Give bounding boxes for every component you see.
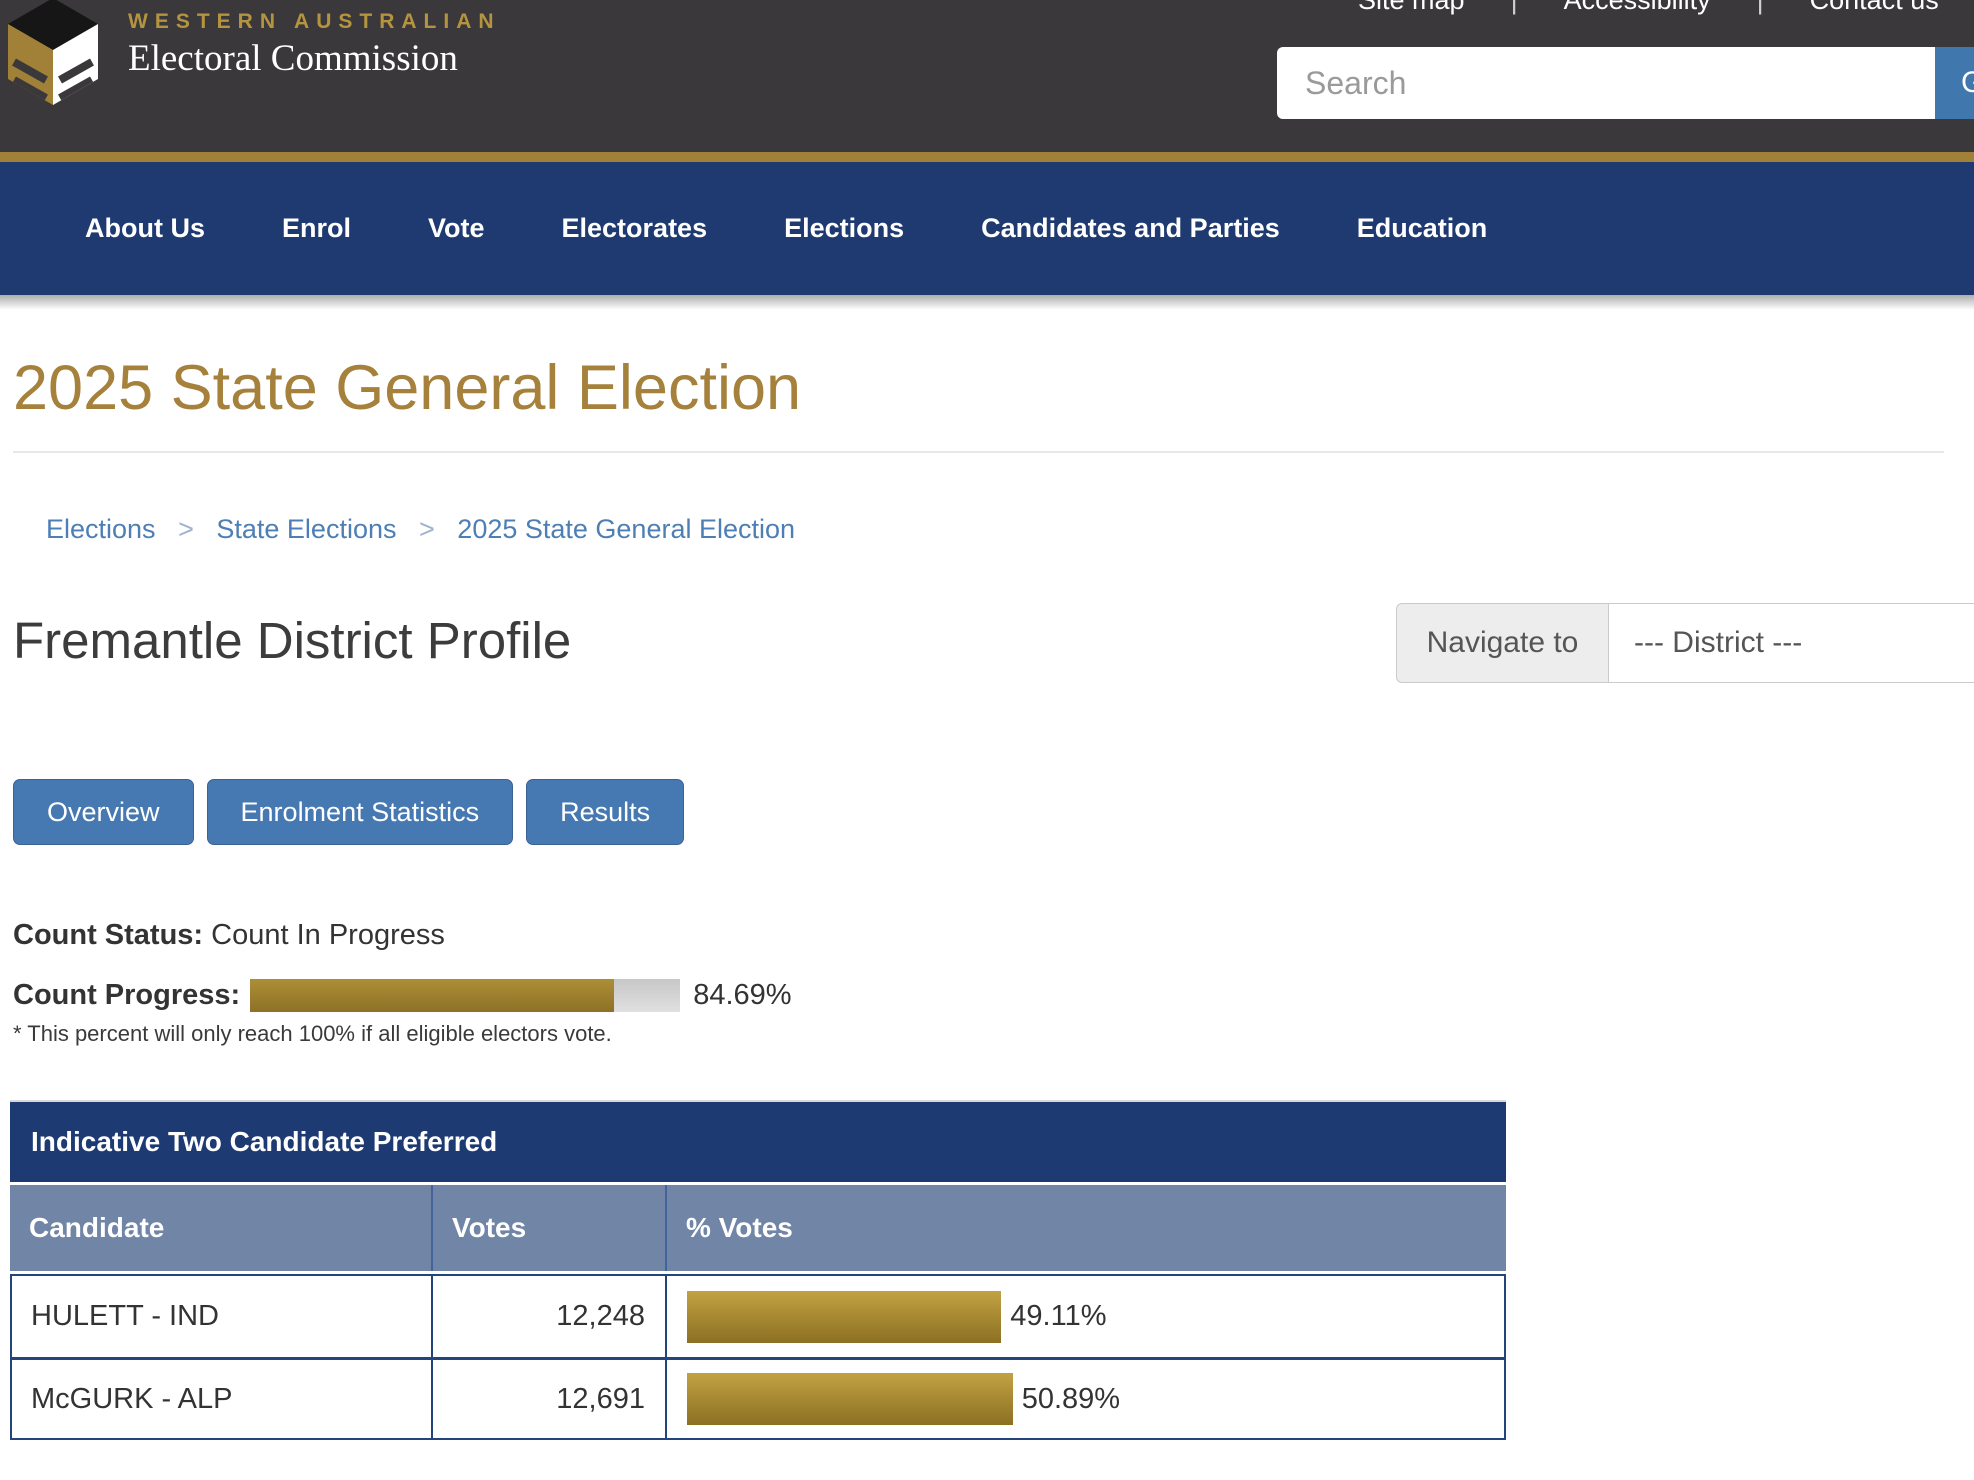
table-row: HULETT - IND 12,248 49.11% (12, 1276, 1504, 1357)
column-header-pct-votes: % Votes (686, 1212, 793, 1243)
candidate-votes: 12,691 (433, 1360, 667, 1438)
count-status-line: Count Status: Count In Progress (13, 919, 1974, 952)
table-header-row: Candidate Votes % Votes (10, 1185, 1506, 1271)
breadcrumb-2025-state-general-election[interactable]: 2025 State General Election (457, 514, 796, 544)
search-input[interactable] (1277, 47, 1935, 119)
link-divider: | (1510, 0, 1518, 15)
nav-about-us[interactable]: About Us (85, 213, 205, 243)
vote-share-percent: 50.89% (1021, 1382, 1121, 1415)
main-navigation: About Us Enrol Vote Electorates Election… (0, 162, 1974, 310)
count-progress-label: Count Progress: (13, 979, 241, 1011)
waec-ballot-box-logo (8, 0, 100, 123)
district-profile-heading: Fremantle District Profile (13, 612, 572, 669)
count-progress-percent: 84.69% (693, 979, 792, 1011)
nav-vote[interactable]: Vote (428, 213, 485, 243)
candidate-pct-cell: 50.89% (667, 1360, 1504, 1438)
profile-tabs: Overview Enrolment Statistics Results (13, 779, 1974, 845)
count-status-label: Count Status: (13, 919, 204, 951)
page-title: 2025 State General Election (13, 353, 802, 423)
district-select[interactable]: --- District --- (1609, 603, 1974, 683)
table-row: McGURK - ALP 12,691 50.89% (12, 1357, 1504, 1438)
breadcrumb-state-elections[interactable]: State Elections (216, 514, 397, 544)
nav-education[interactable]: Education (1356, 213, 1488, 243)
two-candidate-preferred-table: Indicative Two Candidate Preferred Candi… (10, 1100, 1506, 1440)
brand-line1: WESTERN AUSTRALIAN (128, 10, 501, 33)
breadcrumb: Elections > State Elections > 2025 State… (13, 514, 1974, 545)
link-contact-us[interactable]: Contact us (1809, 0, 1939, 15)
candidate-votes: 12,248 (433, 1276, 667, 1357)
page-content: 2025 State General Election Elections > … (0, 352, 1974, 1440)
link-divider: | (1756, 0, 1764, 15)
vote-share-bar (687, 1373, 1013, 1425)
count-progress-fill (250, 979, 615, 1012)
nav-candidates-and-parties[interactable]: Candidates and Parties (981, 213, 1280, 243)
gold-accent-strip (0, 152, 1974, 162)
column-header-candidate: Candidate (10, 1185, 433, 1271)
site-header: WESTERN AUSTRALIAN Electoral Commission … (0, 0, 1974, 152)
search-go-button[interactable]: Go (1935, 47, 1974, 119)
link-accessibility[interactable]: Accessibility (1563, 0, 1711, 15)
tab-results[interactable]: Results (526, 779, 685, 845)
brand-line2: Electoral Commission (128, 38, 458, 79)
count-progress-bar (250, 979, 681, 1012)
tab-enrolment-statistics[interactable]: Enrolment Statistics (206, 779, 514, 845)
district-heading-row: Fremantle District Profile Navigate to -… (13, 603, 1974, 695)
vote-share-percent: 49.11% (1010, 1300, 1107, 1332)
nav-enrol[interactable]: Enrol (281, 213, 351, 243)
count-progress-row: Count Progress: 84.69% (13, 979, 1974, 1012)
title-divider (13, 451, 1944, 453)
column-header-votes: Votes (433, 1185, 667, 1271)
search-group: Go (1277, 47, 1974, 119)
tab-overview[interactable]: Overview (13, 779, 194, 845)
brand: WESTERN AUSTRALIAN Electoral Commission (128, 10, 501, 80)
candidate-name: HULETT - IND (12, 1276, 433, 1357)
navigate-to-group: Navigate to --- District --- (1396, 603, 1974, 683)
link-site-map[interactable]: Site map (1358, 0, 1465, 15)
candidate-pct-cell: 49.11% (667, 1276, 1504, 1357)
count-status-value: Count In Progress (211, 919, 445, 951)
breadcrumb-elections[interactable]: Elections (46, 514, 156, 544)
count-progress-note: * This percent will only reach 100% if a… (13, 1021, 612, 1046)
vote-share-bar (687, 1290, 1002, 1343)
table-body: HULETT - IND 12,248 49.11% McGURK - ALP … (10, 1274, 1506, 1440)
utility-links: Site map | Accessibility | Contact us (1358, 0, 1939, 16)
candidate-name: McGURK - ALP (12, 1360, 433, 1438)
nav-electorates[interactable]: Electorates (561, 213, 708, 243)
table-caption: Indicative Two Candidate Preferred (10, 1100, 1506, 1182)
breadcrumb-separator: > (419, 514, 435, 544)
navigate-to-button[interactable]: Navigate to (1396, 603, 1609, 683)
nav-elections[interactable]: Elections (784, 213, 905, 243)
breadcrumb-separator: > (178, 514, 194, 544)
